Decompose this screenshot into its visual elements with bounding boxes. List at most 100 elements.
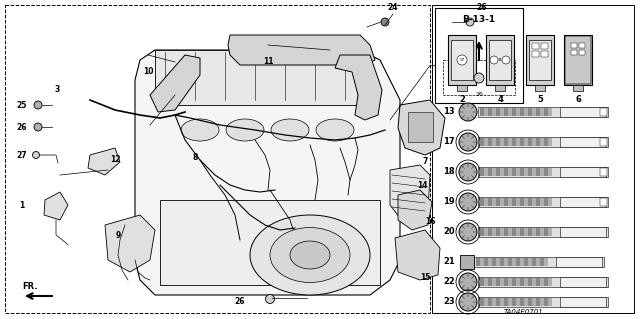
Circle shape	[490, 56, 498, 64]
Bar	[480, 278, 484, 286]
Bar	[540, 278, 544, 286]
Circle shape	[459, 133, 477, 151]
Bar	[573, 85, 583, 91]
Bar	[532, 258, 536, 266]
Bar	[520, 138, 524, 146]
Text: 22: 22	[444, 278, 455, 286]
Bar	[520, 108, 524, 116]
Polygon shape	[395, 230, 440, 280]
Bar	[532, 168, 536, 176]
Text: 7: 7	[422, 158, 428, 167]
Bar	[504, 278, 508, 286]
Bar	[492, 298, 496, 306]
Bar	[528, 258, 532, 266]
Bar	[532, 138, 536, 146]
Text: B-13-1: B-13-1	[463, 16, 495, 25]
Bar	[528, 278, 532, 286]
Bar	[504, 258, 508, 266]
Bar	[560, 297, 606, 307]
Polygon shape	[398, 100, 445, 155]
Bar	[516, 278, 520, 286]
Bar	[476, 258, 480, 266]
Bar	[478, 227, 608, 237]
Bar	[532, 278, 536, 286]
Bar	[548, 198, 552, 206]
Bar	[567, 40, 589, 80]
Bar	[560, 137, 606, 147]
Bar	[541, 51, 548, 57]
Text: 25: 25	[17, 100, 27, 109]
Polygon shape	[398, 190, 432, 230]
Bar	[600, 138, 607, 146]
Bar	[571, 43, 577, 48]
Circle shape	[459, 193, 477, 211]
Bar	[496, 258, 500, 266]
Bar	[548, 298, 552, 306]
Bar	[524, 168, 528, 176]
Bar	[488, 278, 492, 286]
Bar	[560, 167, 606, 177]
Ellipse shape	[290, 241, 330, 269]
Bar	[536, 168, 540, 176]
Bar	[536, 298, 540, 306]
Bar	[435, 8, 523, 103]
Bar	[500, 108, 504, 116]
Circle shape	[459, 223, 477, 241]
Text: 11: 11	[263, 57, 273, 66]
Bar	[478, 167, 608, 177]
Bar	[474, 257, 604, 267]
Bar	[516, 138, 520, 146]
Bar	[544, 228, 548, 236]
Bar	[484, 108, 488, 116]
Text: 8: 8	[192, 153, 198, 162]
Bar	[478, 297, 608, 307]
Circle shape	[466, 18, 474, 26]
Bar	[532, 108, 536, 116]
Bar	[544, 168, 548, 176]
Ellipse shape	[270, 227, 350, 283]
Bar	[512, 298, 516, 306]
Bar	[548, 228, 552, 236]
Bar	[480, 258, 484, 266]
Bar	[548, 168, 552, 176]
Text: 26: 26	[475, 92, 483, 97]
Bar	[504, 228, 508, 236]
Bar	[544, 258, 548, 266]
Bar	[579, 50, 585, 55]
Bar	[520, 298, 524, 306]
Bar	[5, 5, 430, 313]
Bar	[548, 278, 552, 286]
Bar	[508, 198, 512, 206]
Bar	[478, 277, 608, 287]
Bar	[504, 198, 508, 206]
Bar	[540, 258, 544, 266]
Text: 13: 13	[444, 108, 455, 116]
Circle shape	[381, 18, 389, 26]
Bar	[600, 168, 607, 176]
Circle shape	[459, 293, 477, 311]
Bar	[532, 228, 536, 236]
Bar	[536, 228, 540, 236]
Bar	[488, 138, 492, 146]
Text: 17: 17	[444, 137, 455, 146]
Bar	[496, 228, 500, 236]
Bar	[560, 107, 606, 117]
Text: 9: 9	[115, 231, 120, 240]
Bar	[496, 298, 500, 306]
Text: 12: 12	[109, 155, 120, 165]
Bar	[448, 35, 476, 85]
Bar	[544, 108, 548, 116]
Ellipse shape	[271, 119, 309, 141]
Bar	[488, 228, 492, 236]
Bar	[478, 197, 608, 207]
Bar	[516, 298, 520, 306]
Text: 26: 26	[235, 298, 245, 307]
Bar	[516, 198, 520, 206]
Bar	[508, 138, 512, 146]
Bar	[478, 137, 608, 147]
Bar	[544, 278, 548, 286]
Text: 21: 21	[444, 257, 455, 266]
Bar	[443, 60, 515, 95]
Bar	[512, 108, 516, 116]
Bar	[544, 298, 548, 306]
